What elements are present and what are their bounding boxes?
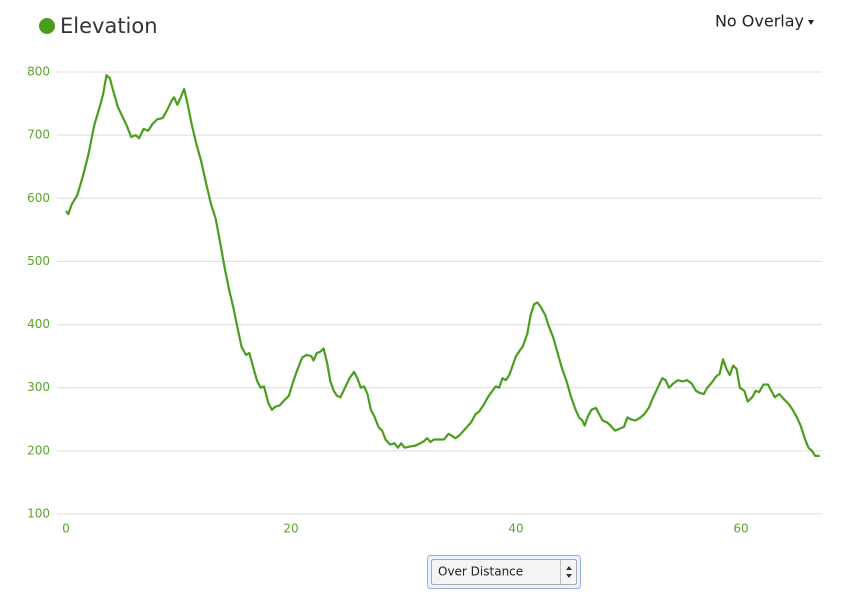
y-tick-label: 200: [27, 443, 50, 457]
elevation-line: [65, 74, 820, 458]
overlay-menu[interactable]: No Overlay: [715, 12, 804, 31]
y-tick-label: 800: [27, 65, 50, 79]
y-tick-label: 400: [27, 317, 50, 331]
select-box[interactable]: [431, 559, 577, 585]
chart-title: Elevation: [60, 14, 158, 38]
x-tick-label: 60: [733, 522, 748, 536]
y-tick-label: 300: [27, 380, 50, 394]
title-dot: [39, 18, 55, 34]
y-tick-label: 600: [27, 191, 50, 205]
y-tick-label: 700: [27, 128, 50, 142]
y-tick-label: 500: [27, 254, 50, 268]
overlay-caret[interactable]: [808, 20, 814, 25]
x-tick-label: 0: [62, 522, 70, 536]
x-tick-label: 20: [283, 522, 298, 536]
x-tick-label: 40: [508, 522, 523, 536]
select-down: [566, 574, 572, 578]
select-up: [566, 566, 572, 570]
select-label[interactable]: Over Distance: [438, 565, 523, 579]
select[interactable]: Over Distance: [427, 555, 581, 589]
y-tick-label: 100: [27, 507, 50, 521]
